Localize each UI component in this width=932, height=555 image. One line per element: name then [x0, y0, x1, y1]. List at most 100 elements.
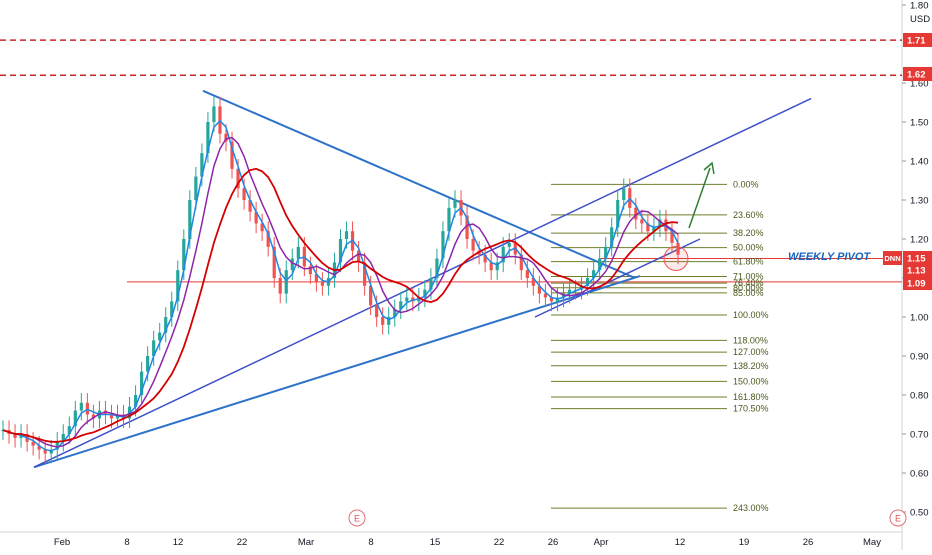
candle-body[interactable]: [308, 266, 312, 275]
candle-body[interactable]: [200, 153, 204, 177]
candle-body[interactable]: [616, 200, 620, 228]
candle-body[interactable]: [146, 356, 150, 372]
candle-body[interactable]: [652, 227, 656, 232]
candle-body[interactable]: [447, 207, 451, 232]
earnings-marker[interactable]: [348, 509, 366, 527]
candle-body[interactable]: [296, 246, 300, 259]
candle-body[interactable]: [441, 231, 445, 259]
candle-body[interactable]: [393, 309, 397, 317]
earnings-marker[interactable]: [889, 509, 907, 527]
candle-body[interactable]: [646, 223, 650, 232]
candle-body[interactable]: [531, 278, 535, 286]
candle-body[interactable]: [230, 141, 234, 169]
candle-body[interactable]: [356, 250, 361, 263]
fib-level-label: 50.00%: [733, 243, 764, 253]
candle-body[interactable]: [429, 278, 433, 290]
candle-body[interactable]: [248, 200, 252, 212]
candle-body[interactable]: [453, 200, 457, 208]
x-tick-label: Feb: [54, 537, 70, 548]
candle-body[interactable]: [133, 395, 138, 407]
candle-body[interactable]: [610, 227, 614, 247]
candle-body[interactable]: [543, 293, 548, 298]
price-tag-box: [903, 276, 932, 290]
candle-body[interactable]: [483, 254, 487, 263]
candle-body[interactable]: [272, 246, 276, 278]
candle-body[interactable]: [188, 200, 192, 239]
candle-body[interactable]: [338, 239, 343, 263]
candle-body[interactable]: [381, 317, 385, 325]
candle-body[interactable]: [260, 223, 264, 232]
candle-body[interactable]: [495, 262, 499, 271]
candle-body[interactable]: [91, 414, 96, 419]
candle-body[interactable]: [224, 133, 228, 142]
candle-body[interactable]: [43, 449, 47, 454]
candle-body[interactable]: [676, 242, 680, 255]
candle-body[interactable]: [525, 270, 529, 278]
candle-body[interactable]: [206, 122, 210, 154]
price-tag-label: 1.09: [907, 279, 926, 290]
candle-body[interactable]: [314, 274, 318, 282]
candle-body[interactable]: [585, 278, 590, 286]
candle-body[interactable]: [658, 219, 662, 228]
candle-body[interactable]: [640, 219, 644, 224]
candle-body[interactable]: [598, 258, 602, 271]
candle-body[interactable]: [73, 410, 77, 427]
candle-body[interactable]: [489, 262, 493, 271]
candle-body[interactable]: [405, 297, 409, 302]
candle-body[interactable]: [387, 317, 391, 325]
candle-body[interactable]: [266, 231, 270, 247]
candle-body[interactable]: [519, 254, 523, 271]
candle-body[interactable]: [254, 211, 258, 224]
candle-body[interactable]: [278, 278, 282, 294]
fib-level-label: 118.00%: [733, 335, 768, 345]
candle-body[interactable]: [37, 445, 41, 450]
candle-body[interactable]: [670, 231, 674, 243]
candle-body[interactable]: [158, 332, 162, 341]
candle-body[interactable]: [501, 246, 505, 263]
candle-body[interactable]: [537, 285, 541, 294]
candle-body[interactable]: [363, 262, 367, 286]
candle-body[interactable]: [176, 270, 180, 302]
candle-body[interactable]: [549, 297, 554, 302]
fib-level-label: 61.80%: [733, 257, 764, 267]
candle-body[interactable]: [13, 434, 17, 438]
candle-body[interactable]: [67, 426, 71, 434]
candle-body[interactable]: [622, 188, 626, 200]
candle-body[interactable]: [399, 301, 403, 310]
candle-body[interactable]: [61, 434, 65, 442]
candle-body[interactable]: [194, 176, 198, 200]
fib-level-label: 85.00%: [733, 288, 764, 298]
candle-body[interactable]: [212, 106, 216, 122]
candle-body[interactable]: [31, 441, 35, 446]
candle-body[interactable]: [170, 301, 174, 317]
candle-body[interactable]: [375, 305, 379, 317]
candle-body[interactable]: [369, 285, 373, 306]
price-tag-label: 1.71: [907, 36, 926, 47]
fib-level-label: 76.40%: [733, 278, 764, 288]
candle-body[interactable]: [344, 231, 349, 239]
y-tick-label: 0.90: [910, 352, 929, 363]
candle-body[interactable]: [634, 207, 638, 220]
candle-body[interactable]: [182, 239, 186, 271]
candle-body[interactable]: [567, 289, 572, 294]
candle-body[interactable]: [164, 317, 168, 333]
candle-body[interactable]: [284, 270, 288, 294]
candle-body[interactable]: [55, 441, 59, 450]
candle-body[interactable]: [465, 215, 469, 239]
candle-body[interactable]: [290, 258, 294, 271]
candle-body[interactable]: [152, 340, 156, 356]
candle-body[interactable]: [604, 246, 608, 259]
candle-body[interactable]: [79, 402, 83, 411]
candle-body[interactable]: [507, 242, 511, 247]
candle-body[interactable]: [320, 281, 325, 286]
candle-body[interactable]: [242, 188, 246, 200]
candle-body[interactable]: [109, 414, 114, 419]
candle-body[interactable]: [236, 168, 240, 189]
candle-body[interactable]: [423, 289, 427, 298]
candle-body[interactable]: [471, 239, 475, 251]
candle-body[interactable]: [435, 258, 439, 279]
candle-body[interactable]: [592, 270, 596, 278]
candle-body[interactable]: [140, 371, 144, 395]
